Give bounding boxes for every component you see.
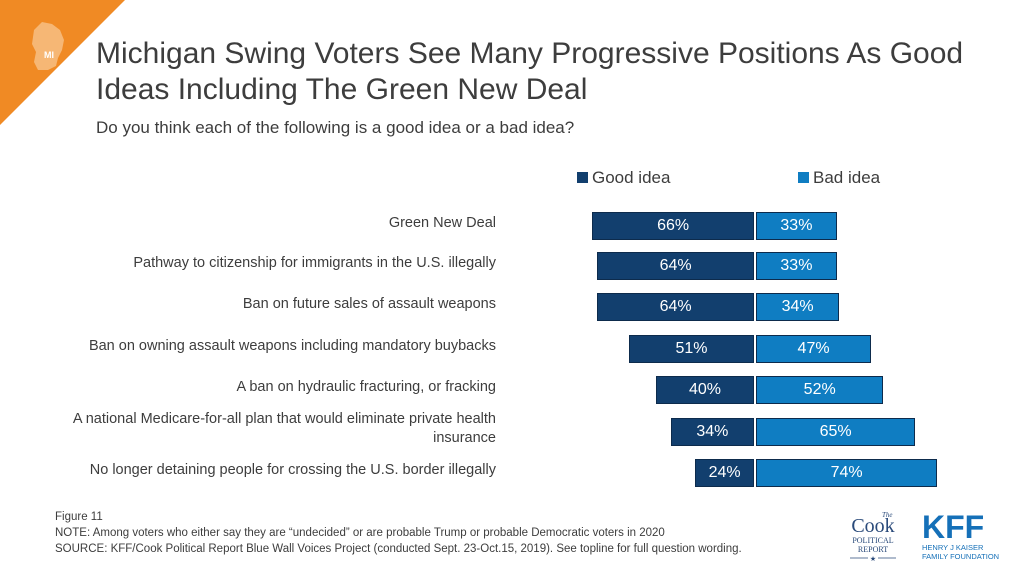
legend-bad: Bad idea — [798, 168, 880, 188]
bar-bad: 74% — [756, 459, 938, 487]
kff-logo: KFF HENRY J KAISER FAMILY FOUNDATION — [922, 509, 999, 561]
bar-bad: 52% — [756, 376, 884, 404]
bar-bad: 47% — [756, 335, 872, 363]
star-icon: ★ — [870, 555, 876, 563]
bar-bad: 33% — [756, 252, 837, 280]
legend-swatch-bad — [798, 172, 809, 183]
svg-text:REPORT: REPORT — [858, 545, 888, 554]
bar-good: 66% — [592, 212, 754, 240]
row-label: Green New Deal — [388, 214, 496, 231]
bar-good: 40% — [656, 376, 754, 404]
bar-good: 34% — [670, 418, 754, 446]
row-label: Ban on future sales of assault weapons — [242, 295, 496, 312]
svg-text:POLITICAL: POLITICAL — [852, 536, 893, 545]
page-title: Michigan Swing Voters See Many Progressi… — [96, 37, 964, 106]
legend-swatch-good — [577, 172, 588, 183]
svg-text:FAMILY FOUNDATION: FAMILY FOUNDATION — [922, 552, 999, 561]
row-label: No longer detaining people for crossing … — [89, 461, 496, 478]
legend-label-bad: Bad idea — [813, 168, 881, 187]
michigan-map-icon — [32, 22, 64, 70]
state-badge-label: MI — [44, 50, 54, 60]
row-label: Pathway to citizenship for immigrants in… — [133, 254, 496, 271]
svg-text:Cook: Cook — [851, 515, 894, 537]
svg-text:The: The — [882, 511, 893, 519]
row-label: A national Medicare-for-all plan that wo… — [72, 411, 496, 446]
svg-text:KFF: KFF — [922, 509, 984, 545]
row-label: A ban on hydraulic fracturing, or fracki… — [236, 378, 496, 395]
svg-text:HENRY J KAISER: HENRY J KAISER — [922, 543, 984, 552]
footnote: NOTE: Among voters who either say they a… — [55, 527, 665, 539]
bar-good: 51% — [629, 335, 754, 363]
cook-political-report-logo: The Cook POLITICAL REPORT ★ — [850, 511, 896, 563]
bar-good: 64% — [597, 252, 754, 280]
bar-bad: 34% — [756, 293, 840, 321]
bar-bad: 33% — [756, 212, 837, 240]
bar-good: 64% — [597, 293, 754, 321]
legend-good: Good idea — [577, 168, 670, 188]
bar-good: 24% — [695, 459, 754, 487]
row-label: Ban on owning assault weapons including … — [88, 337, 496, 354]
source-note: SOURCE: KFF/Cook Political Report Blue W… — [55, 543, 742, 555]
legend-label-good: Good idea — [592, 168, 671, 187]
michigan-corner-badge: MI — [0, 0, 125, 125]
subtitle: Do you think each of the following is a … — [96, 118, 575, 137]
bar-bad: 65% — [756, 418, 916, 446]
figure-number: Figure 11 — [55, 511, 103, 523]
